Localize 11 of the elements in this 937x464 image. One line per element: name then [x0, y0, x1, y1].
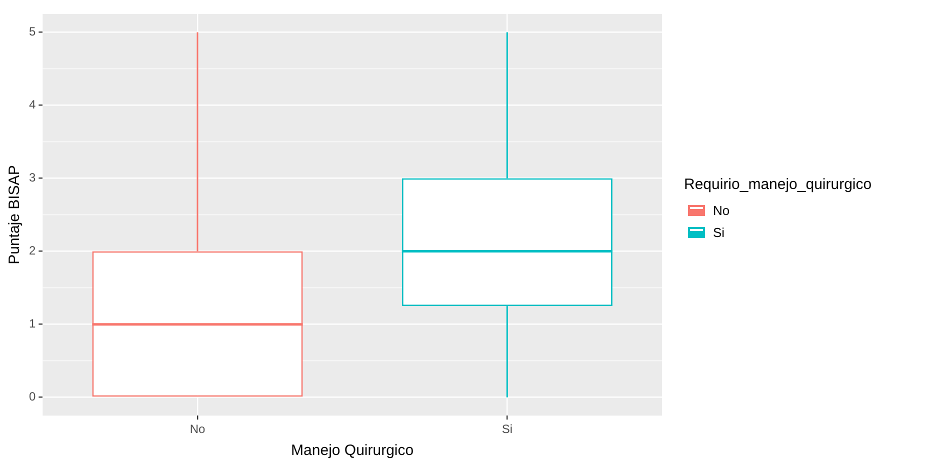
y-tick-label: 5: [28, 24, 36, 39]
legend-label: No: [713, 202, 730, 218]
legend-label: Si: [713, 224, 725, 240]
y-tick-label: 4: [28, 98, 36, 112]
y-tick-label: 2: [28, 244, 36, 258]
y-tick-label: 3: [28, 170, 36, 185]
y-tick-label: 0: [28, 390, 36, 404]
y-axis-title: Puntaje BISAP: [6, 165, 24, 264]
x-axis-title: Manejo Quirurgico: [291, 442, 414, 460]
legend-title: Requirio_manejo_quirurgico: [684, 176, 872, 193]
y-tick-label: 1: [28, 316, 36, 331]
